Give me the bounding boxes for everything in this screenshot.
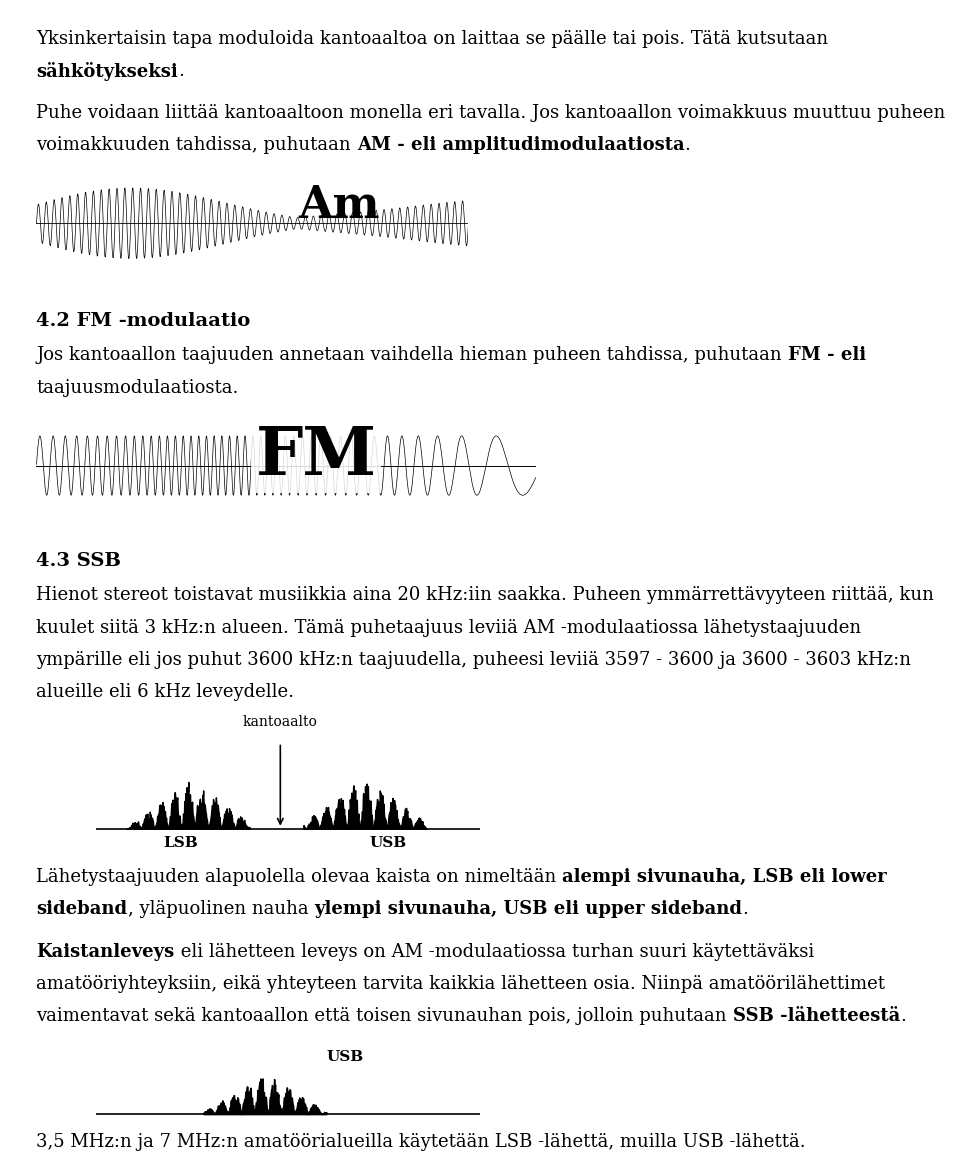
Text: vaimentavat sekä kantoaallon että toisen sivunauhan pois, jolloin puhutaan: vaimentavat sekä kantoaallon että toisen…: [36, 1007, 732, 1026]
Text: taajuusmodulaatiosta.: taajuusmodulaatiosta.: [36, 379, 239, 397]
Text: alempi sivunauha, LSB eli lower: alempi sivunauha, LSB eli lower: [563, 868, 887, 886]
Text: Yksinkertaisin tapa moduloida kantoaaltoa on laittaa se päälle tai pois. Tätä ku: Yksinkertaisin tapa moduloida kantoaalto…: [36, 30, 828, 48]
Text: .: .: [179, 62, 184, 81]
Text: Puhe voidaan liittää kantoaaltoon monella eri tavalla. Jos kantoaallon voimakkuu: Puhe voidaan liittää kantoaaltoon monell…: [36, 104, 946, 122]
Text: alueille eli 6 kHz leveydelle.: alueille eli 6 kHz leveydelle.: [36, 683, 295, 702]
Text: Hienot stereot toistavat musiikkia aina 20 kHz:iin saakka. Puheen ymmärrettävyyt: Hienot stereot toistavat musiikkia aina …: [36, 586, 934, 605]
Text: Kaistanleveys: Kaistanleveys: [36, 943, 175, 961]
Text: Lähetystaajuuden alapuolella olevaa kaista on nimeltään: Lähetystaajuuden alapuolella olevaa kais…: [36, 868, 563, 886]
Text: USB: USB: [326, 1050, 364, 1064]
Text: kuulet siitä 3 kHz:n alueen. Tämä puhetaajuus leviiä AM -modulaatiossa lähetysta: kuulet siitä 3 kHz:n alueen. Tämä puheta…: [36, 619, 862, 637]
Text: sähkötykseksi: sähkötykseksi: [36, 62, 179, 81]
Text: LSB: LSB: [163, 835, 198, 849]
Text: ympärille eli jos puhut 3600 kHz:n taajuudella, puheesi leviiä 3597 - 3600 ja 36: ympärille eli jos puhut 3600 kHz:n taaju…: [36, 651, 911, 669]
Text: 4.3 SSB: 4.3 SSB: [36, 552, 122, 570]
Text: Jos kantoaallon taajuuden annetaan vaihdella hieman puheen tahdissa, puhutaan: Jos kantoaallon taajuuden annetaan vaihd…: [36, 346, 788, 365]
Text: .: .: [742, 900, 748, 919]
Text: .: .: [684, 136, 690, 155]
Text: eli lähetteen leveys on AM -modulaatiossa turhan suuri käytettäväksi: eli lähetteen leveys on AM -modulaatioss…: [175, 943, 814, 961]
Text: SSB -lähetteestä: SSB -lähetteestä: [732, 1007, 900, 1026]
Text: 4.2 FM -modulaatio: 4.2 FM -modulaatio: [36, 312, 251, 330]
Text: amatööriyhteyksiin, eikä yhteyteen tarvita kaikkia lähetteen osia. Niinpä amatöö: amatööriyhteyksiin, eikä yhteyteen tarvi…: [36, 975, 885, 994]
Text: ylempi sivunauha, USB eli upper sideband: ylempi sivunauha, USB eli upper sideband: [314, 900, 742, 919]
Text: , yläpuolinen nauha: , yläpuolinen nauha: [128, 900, 314, 919]
Text: kantoaalto: kantoaalto: [243, 715, 318, 729]
Text: AM - eli amplitudimodulaatiosta: AM - eli amplitudimodulaatiosta: [357, 136, 684, 155]
Text: sideband: sideband: [36, 900, 128, 919]
Text: voimakkuuden tahdissa, puhutaan: voimakkuuden tahdissa, puhutaan: [36, 136, 357, 155]
Text: 3,5 MHz:n ja 7 MHz:n amatöörialueilla käytetään LSB -lähettä, muilla USB -lähett: 3,5 MHz:n ja 7 MHz:n amatöörialueilla kä…: [36, 1133, 806, 1152]
Text: Am: Am: [299, 185, 379, 227]
Text: FM - eli: FM - eli: [788, 346, 866, 365]
Text: .: .: [900, 1007, 906, 1026]
Text: USB: USB: [370, 835, 406, 849]
Text: FM: FM: [255, 424, 376, 488]
